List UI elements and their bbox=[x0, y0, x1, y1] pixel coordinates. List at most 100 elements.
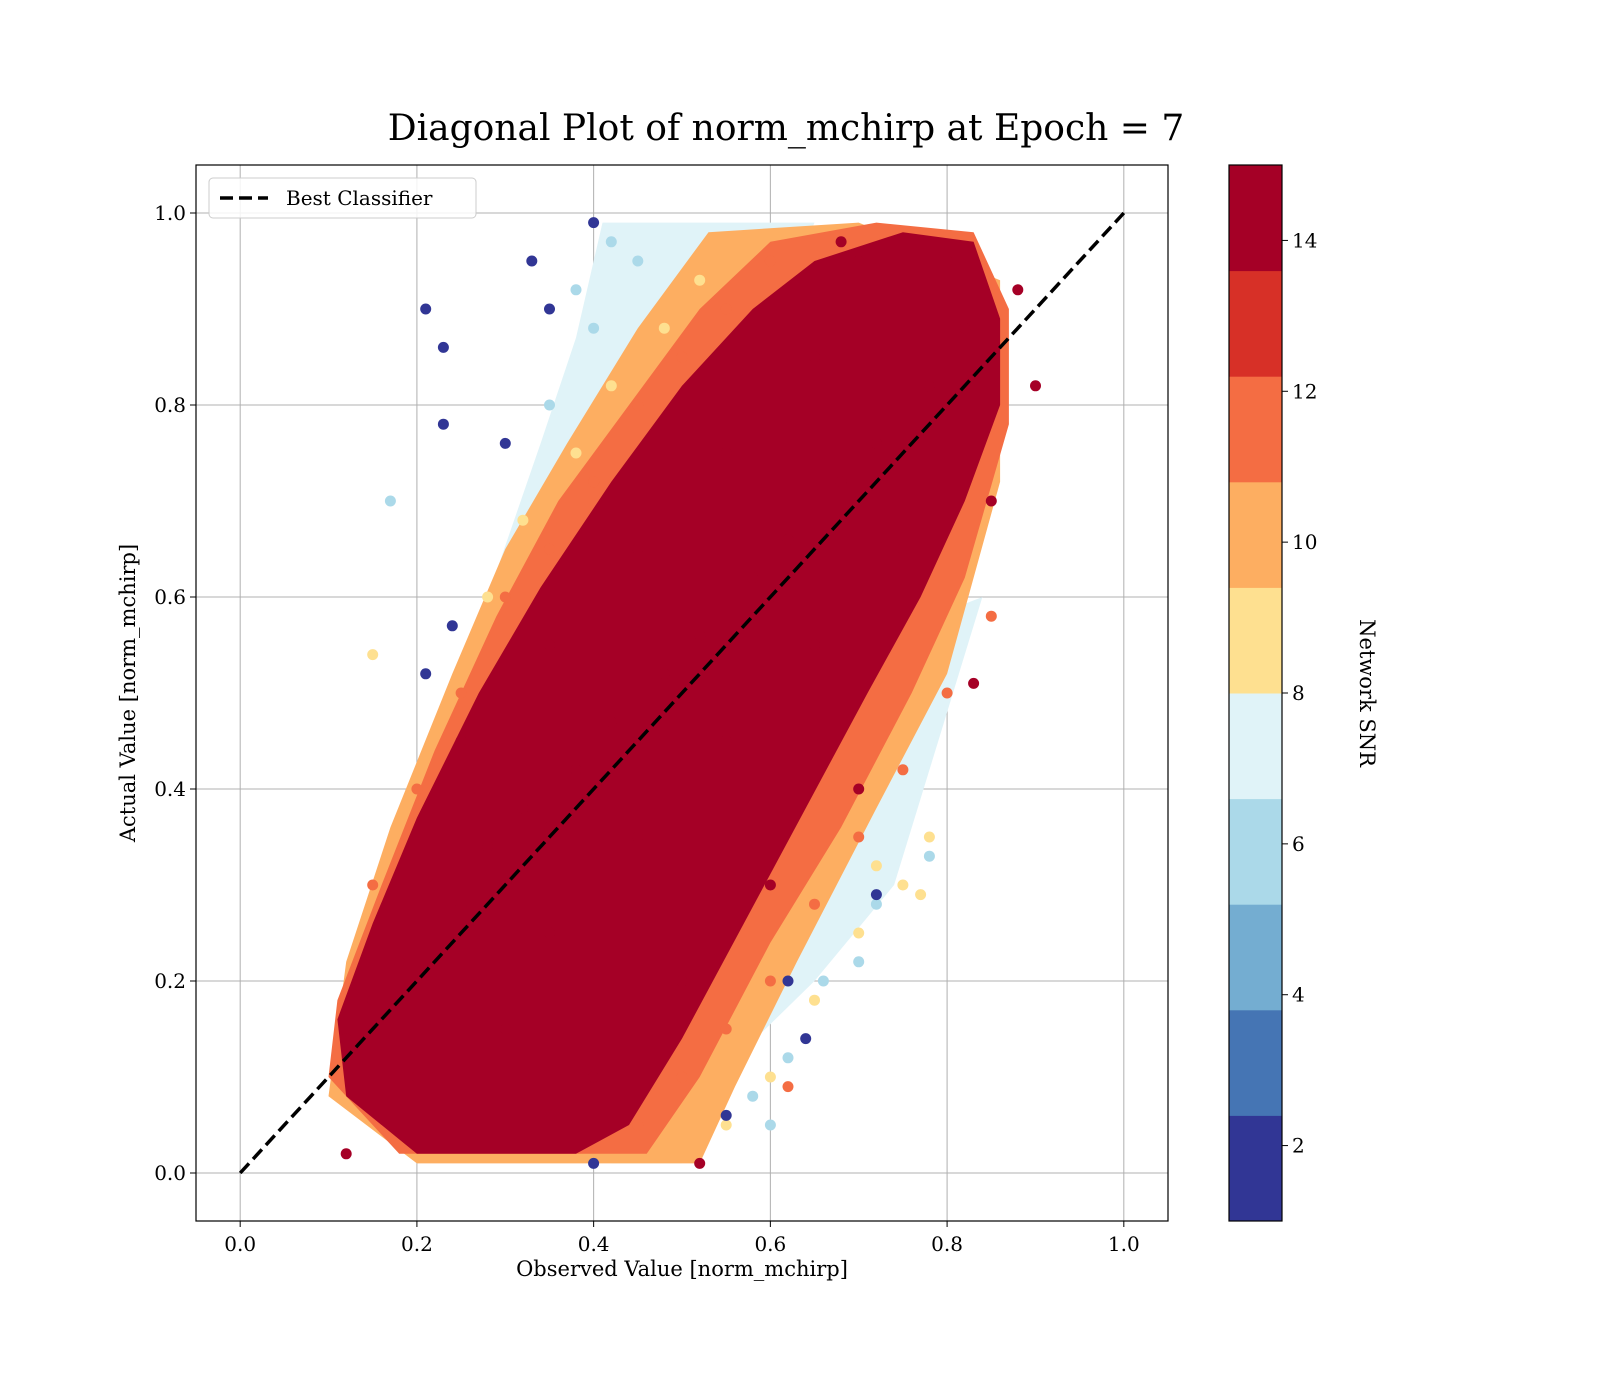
x-axis-label: Observed Value [norm_mchirp] bbox=[516, 1257, 848, 1281]
scatter-point bbox=[544, 639, 555, 651]
scatter-point bbox=[853, 831, 865, 843]
y-tick-label: 0.8 bbox=[154, 393, 186, 417]
scatter-point bbox=[455, 687, 467, 699]
scatter-point bbox=[632, 255, 644, 267]
scatter-point bbox=[897, 543, 909, 555]
scatter-point bbox=[676, 1071, 688, 1083]
scatter-point bbox=[499, 437, 511, 449]
colorbar-tick-label: 14 bbox=[1292, 228, 1317, 252]
scatter-point bbox=[482, 841, 494, 853]
scatter-point bbox=[782, 1052, 794, 1064]
scatter-point bbox=[446, 620, 458, 632]
scatter-points bbox=[340, 217, 1041, 1169]
scatter-point bbox=[941, 687, 953, 699]
scatter-point bbox=[499, 1023, 511, 1035]
scatter-point bbox=[923, 380, 935, 392]
scatter-point bbox=[482, 591, 494, 603]
scatter-point bbox=[411, 1071, 423, 1083]
x-tick-label: 0.4 bbox=[578, 1232, 610, 1256]
scatter-point bbox=[853, 783, 865, 795]
colorbar-tick-label: 2 bbox=[1292, 1134, 1305, 1158]
scatter-point bbox=[720, 303, 732, 315]
colorbar-band bbox=[1229, 798, 1282, 905]
scatter-point bbox=[782, 1081, 794, 1093]
scatter-point bbox=[437, 341, 449, 353]
scatter-point bbox=[853, 956, 865, 968]
x-tick-label: 1.0 bbox=[1108, 1232, 1140, 1256]
scatter-point bbox=[588, 476, 600, 488]
y-axis-ticks: 0.0 0.2 0.4 0.6 0.8 1.0 bbox=[154, 201, 196, 1185]
scatter-point bbox=[658, 668, 670, 680]
scatter-point bbox=[720, 447, 732, 459]
scatter-point bbox=[923, 850, 935, 862]
scatter-point bbox=[835, 476, 847, 488]
scatter-point bbox=[526, 255, 538, 267]
scatter-point bbox=[420, 668, 432, 680]
scatter-point bbox=[870, 860, 882, 872]
scatter-point bbox=[340, 1033, 352, 1045]
scatter-point bbox=[588, 1071, 600, 1083]
scatter-point bbox=[676, 975, 688, 987]
x-tick-label: 0.2 bbox=[401, 1232, 433, 1256]
scatter-point bbox=[835, 236, 847, 248]
colorbar-tick-label: 12 bbox=[1292, 379, 1317, 403]
colorbar-band bbox=[1229, 270, 1282, 377]
y-tick-label: 1.0 bbox=[154, 201, 186, 225]
scatter-point bbox=[720, 1109, 732, 1121]
scatter-point bbox=[764, 255, 776, 267]
scatter-point bbox=[367, 649, 379, 661]
x-tick-label: 0.8 bbox=[931, 1232, 963, 1256]
scatter-point bbox=[499, 591, 511, 603]
colorbar-band bbox=[1229, 587, 1282, 694]
scatter-point bbox=[384, 495, 396, 507]
scatter-point bbox=[570, 764, 582, 776]
best-classifier-line bbox=[238, 211, 1126, 1175]
scatter-point bbox=[870, 898, 882, 910]
legend-box bbox=[208, 177, 477, 219]
scatter-point bbox=[437, 418, 449, 430]
scatter-point bbox=[764, 1071, 776, 1083]
legend: Best Classifier bbox=[208, 177, 477, 219]
scatter-point bbox=[959, 322, 971, 334]
scatter-point bbox=[605, 380, 617, 392]
scatter-point bbox=[817, 975, 829, 987]
scatter-point bbox=[632, 831, 644, 843]
colorbar-band bbox=[1229, 481, 1282, 588]
colorbar-band bbox=[1229, 376, 1282, 483]
scatter-point bbox=[367, 994, 379, 1006]
scatter-point bbox=[968, 677, 980, 689]
scatter-point bbox=[809, 351, 820, 363]
scatter-point bbox=[853, 255, 865, 267]
y-tick-label: 0.6 bbox=[154, 585, 186, 609]
scatter-point bbox=[985, 495, 997, 507]
colorbar-tick-label: 8 bbox=[1292, 681, 1305, 705]
scatter-point bbox=[517, 514, 529, 526]
scatter-point bbox=[764, 1119, 776, 1131]
colorbar-band bbox=[1229, 165, 1282, 272]
scatter-point bbox=[720, 735, 732, 747]
scatter-point bbox=[941, 255, 953, 267]
colorbar: 2 4 6 8 10 12 14 Network SNR bbox=[1228, 164, 1379, 1222]
x-axis-ticks: 0.0 0.2 0.4 0.6 0.8 1.0 bbox=[224, 1221, 1140, 1256]
chart-title: Diagonal Plot of norm_mchirp at Epoch = … bbox=[388, 108, 1185, 149]
scatter-point bbox=[809, 898, 820, 910]
scatter-point bbox=[544, 927, 555, 939]
scatter-point bbox=[985, 610, 997, 622]
scatter-point bbox=[853, 927, 865, 939]
colorbar-bands bbox=[1229, 165, 1282, 1222]
cloud-band-very-high-snr bbox=[337, 232, 1001, 1154]
scatter-point bbox=[1030, 380, 1041, 392]
scatter-point bbox=[420, 303, 432, 315]
x-tick-label: 0.6 bbox=[754, 1232, 786, 1256]
scatter-point bbox=[747, 1090, 759, 1102]
scatter-point bbox=[544, 303, 555, 315]
y-axis-label: Actual Value [norm_mchirp] bbox=[116, 544, 140, 843]
colorbar-band bbox=[1229, 904, 1282, 1011]
scatter-point bbox=[782, 975, 794, 987]
colorbar-label: Network SNR bbox=[1355, 619, 1379, 768]
y-tick-label: 0.0 bbox=[154, 1161, 186, 1185]
scatter-point bbox=[570, 447, 582, 459]
plot-area: 0.0 0.2 0.4 0.6 0.8 1.0 0.0 0.2 0.4 0.6 0.8 1.0 bbox=[154, 164, 1169, 1256]
scatter-point bbox=[588, 1157, 600, 1169]
scatter-point bbox=[544, 821, 555, 833]
